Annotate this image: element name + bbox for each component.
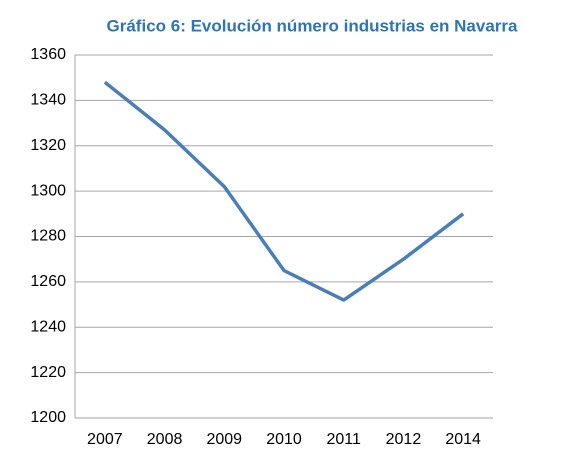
line-series: [103, 80, 465, 302]
x-tick-label: 2007: [87, 431, 123, 448]
x-tick-label: 2014: [445, 431, 481, 448]
x-tick-label: 2009: [206, 431, 242, 448]
y-tick-label: 1220: [30, 364, 66, 381]
y-tick-label: 1240: [30, 318, 66, 335]
y-tick-label: 1360: [30, 46, 66, 63]
x-tick-label: 2010: [266, 431, 302, 448]
y-tick-label: 1320: [30, 137, 66, 154]
x-tick-label: 2012: [386, 431, 422, 448]
x-tick-label: 2008: [147, 431, 183, 448]
y-tick-label: 1300: [30, 182, 66, 199]
y-tick-label: 1280: [30, 228, 66, 245]
y-tick-label: 1200: [30, 409, 66, 426]
x-tick-label: 2011: [327, 431, 362, 448]
y-tick-label: 1260: [30, 273, 66, 290]
chart-title: Gráfico 6: Evolución número industrias e…: [107, 16, 518, 35]
y-tick-label: 1340: [30, 92, 66, 109]
